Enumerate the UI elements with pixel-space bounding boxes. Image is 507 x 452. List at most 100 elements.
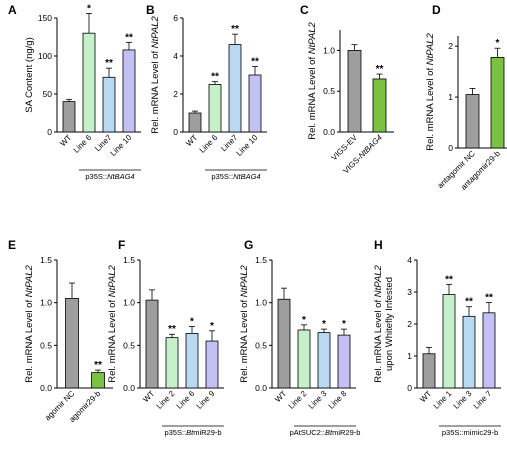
y-tick-label: 0.0 (40, 383, 52, 393)
panel-letter: F (118, 238, 125, 252)
chart-panel-h: H 0 1 2 3 4 Rel. mRNA Level of NtPAL2 upon Whit… (373, 238, 501, 437)
bar (372, 78, 387, 133)
y-axis-label: Rel. mRNA Level of NtPAL2 (239, 264, 250, 382)
significance-label: ** (105, 58, 113, 69)
significance-label: ** (485, 293, 493, 304)
bar (277, 298, 291, 389)
y-tick-label: 0.5 (323, 86, 335, 96)
y-tick-label: 0.0 (123, 383, 135, 393)
bar (337, 334, 351, 389)
x-category-label: WT (58, 133, 73, 148)
y-tick-label: 2 (173, 89, 178, 99)
x-category-label: WT (418, 389, 433, 404)
x-category-label: WT (141, 389, 156, 404)
y-tick-label: 150 (38, 13, 52, 23)
significance-label: ** (231, 24, 239, 35)
panel-letter: D (432, 3, 441, 17)
x-category-label: WT (273, 389, 288, 404)
x-category-label: Line 3 (307, 389, 329, 411)
significance-label: ** (251, 56, 259, 67)
bar (185, 332, 199, 389)
y-tick-label: 4 (407, 255, 412, 265)
bar (82, 32, 96, 133)
significance-label: * (190, 317, 194, 328)
y-axis-label: Rel. mRNA Level of NtPAL2 (107, 264, 118, 382)
panel-letter: C (300, 3, 309, 17)
y-tick-label: 1.5 (255, 255, 267, 265)
bar (122, 49, 136, 133)
panel-letter: A (8, 3, 17, 17)
panel-letter: G (244, 238, 253, 252)
y-axis-label: upon Whitefly Infested (384, 277, 395, 371)
bar (65, 297, 79, 389)
significance-label: ** (125, 32, 133, 43)
significance-label: * (210, 321, 214, 332)
y-axis-label: Rel. mRNA Level of NtPAL2 (24, 264, 35, 382)
bar (248, 74, 262, 133)
bar (482, 312, 496, 389)
chart-panel-b: B 0 2 4 6 Rel. mRNA Level of NtPAL2 WT ** Line 6… (146, 3, 267, 181)
group-label: p35S::mimic29-b (442, 428, 498, 437)
x-category-label: Line 6 (72, 133, 94, 155)
significance-label: ** (211, 72, 219, 83)
y-axis-label: SA Content (ng/g) (24, 37, 35, 113)
bar (465, 94, 480, 149)
y-tick-label: 0 (47, 127, 52, 137)
x-category-label: Line 6 (175, 389, 197, 411)
y-axis-label: Rel. mRNA Level of NtPAL2 (425, 32, 436, 150)
x-category-label: Line 2 (155, 389, 177, 411)
y-tick-label: 0.0 (255, 383, 267, 393)
bar (165, 337, 179, 389)
y-tick-label: 1.0 (40, 298, 52, 308)
x-category-label: Line 8 (327, 389, 349, 411)
chart-panel-f: F 0.0 0.5 1.0 1.5 Rel. mRNA Level of NtPAL2 WT… (107, 238, 224, 437)
x-category-label: Line 1 (432, 389, 454, 411)
significance-label: * (302, 315, 306, 326)
bar (228, 44, 242, 133)
y-axis-label: Rel. mRNA Level of NtPAL2 (150, 15, 161, 133)
significance-label: ** (465, 297, 473, 308)
panel-letter: B (146, 3, 155, 17)
bar (91, 372, 105, 389)
bar (205, 340, 219, 389)
x-category-label: Line 10 (234, 133, 259, 158)
y-tick-label: 100 (38, 51, 52, 61)
y-tick-label: 0 (448, 143, 453, 153)
y-axis-label: Rel. mRNA Level of NtPAL2 (373, 264, 384, 382)
bar (208, 84, 222, 133)
y-tick-label: 1.0 (123, 298, 135, 308)
bar (62, 101, 76, 133)
significance-label: ** (445, 274, 453, 285)
bar (145, 299, 159, 389)
bar (490, 56, 505, 149)
y-tick-label: 0.5 (255, 340, 267, 350)
panel-letter: E (8, 238, 16, 252)
significance-label: * (496, 38, 500, 49)
y-tick-label: 0.5 (40, 340, 52, 350)
y-tick-label: 0 (407, 383, 412, 393)
bar (422, 353, 436, 389)
y-tick-label: 4 (173, 51, 178, 61)
y-tick-label: 6 (173, 13, 178, 23)
x-category-label: Line 6 (198, 133, 220, 155)
panel-letter: H (374, 238, 383, 252)
group-label: p35S::NtBAG4 (85, 172, 134, 181)
y-tick-label: 0.5 (123, 340, 135, 350)
y-tick-label: 0.0 (323, 127, 335, 137)
significance-label: ** (94, 360, 102, 371)
bar (347, 50, 362, 133)
chart-panel-a: A 0 50 100 150 SA Content (ng/g) WT * Line 6 ** Li… (8, 3, 141, 181)
y-tick-label: 1 (407, 351, 412, 361)
chart-panel-g: G 0.0 0.5 1.0 1.5 Rel. mRNA Level of NtPAL2 WT… (239, 238, 360, 437)
significance-label: * (87, 3, 91, 14)
y-tick-label: 2 (448, 41, 453, 51)
y-tick-label: 1 (448, 92, 453, 102)
y-tick-label: 0 (173, 127, 178, 137)
significance-label: ** (168, 324, 176, 335)
bar (297, 329, 311, 389)
x-category-label: Line 10 (108, 133, 133, 158)
x-category-label: WT (184, 133, 199, 148)
y-axis-label: Rel. mRNA Level of NtPAL2 (307, 21, 318, 139)
